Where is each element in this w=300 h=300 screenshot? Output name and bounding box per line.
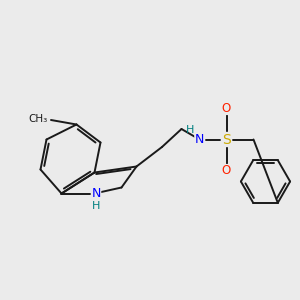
Text: H: H bbox=[186, 125, 194, 135]
Text: H: H bbox=[92, 201, 100, 211]
Text: O: O bbox=[222, 101, 231, 115]
Text: CH₃: CH₃ bbox=[28, 114, 47, 124]
Text: N: N bbox=[195, 133, 204, 146]
Text: N: N bbox=[91, 187, 101, 200]
Text: O: O bbox=[222, 164, 231, 178]
Text: S: S bbox=[222, 133, 231, 146]
